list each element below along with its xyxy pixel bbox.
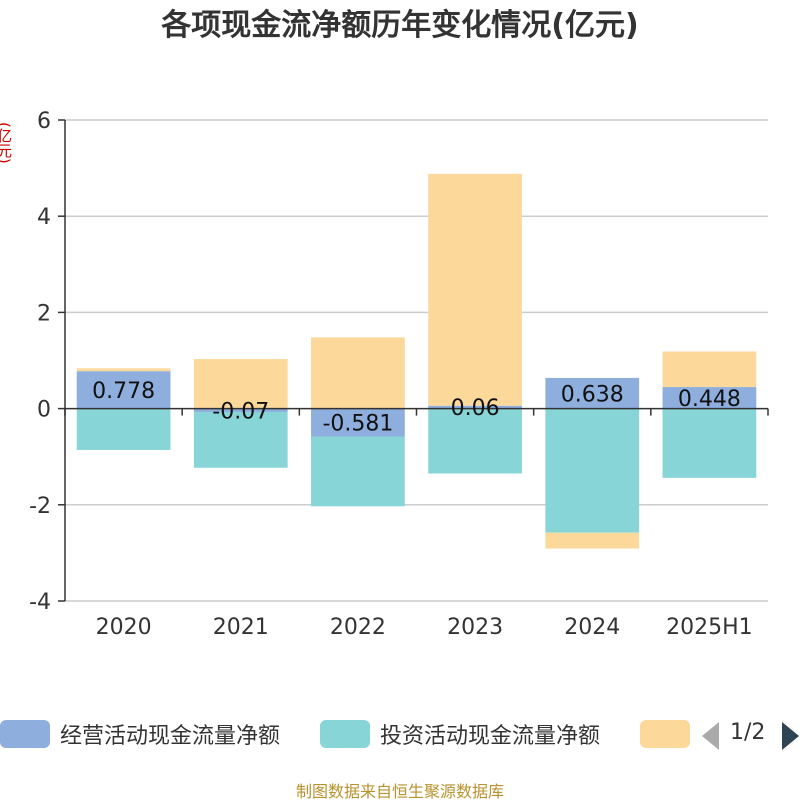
- bar-series1-2025H1: [662, 387, 757, 409]
- legend-item-investing[interactable]: 投资活动现金流量净额: [320, 716, 600, 752]
- x-tick-label: 2022: [330, 615, 386, 640]
- data-label: -0.07: [212, 399, 269, 424]
- bar-series3-2024: [545, 532, 640, 549]
- x-tick-label: 2025H1: [666, 615, 753, 640]
- legend-page-indicator: 1/2: [730, 720, 766, 745]
- legend-prev-page-icon[interactable]: [702, 722, 719, 750]
- legend-label-investing: 投资活动现金流量净额: [380, 724, 601, 749]
- legend: 经营活动现金流量净额 投资活动现金流量净额: [0, 716, 800, 752]
- bars: [76, 173, 757, 549]
- x-tick-label: 2023: [447, 615, 503, 640]
- legend-swatch-operating: [0, 720, 50, 748]
- bar-series1-2020: [76, 371, 171, 409]
- grid-lines: [65, 119, 768, 602]
- legend-item-operating[interactable]: 经营活动现金流量净额: [0, 716, 280, 752]
- legend-item-financing[interactable]: [640, 716, 700, 752]
- bar-series1-2022: [311, 408, 405, 437]
- bar-series1-2024: [545, 377, 640, 409]
- y-tick-label: -4: [29, 590, 51, 615]
- chart-title: 各项现金流净额历年变化情况(亿元): [161, 8, 639, 43]
- legend-swatch-investing: [320, 720, 370, 748]
- y-tick-label: 6: [37, 109, 51, 134]
- bar-series1-2021: [193, 408, 288, 412]
- data-labels: 0.778 -0.07 -0.581 0.06 0.638 0.448: [92, 379, 741, 437]
- data-label: 0.778: [92, 379, 155, 404]
- bar-chart: 6 4 2 0 -2 -4 2020 2021 2022 2023 2024 2025H1 0.778…: [29, 109, 769, 640]
- bar-series3-2022: [311, 337, 405, 409]
- data-source-note: 制图数据来自恒生聚源数据库: [295, 782, 504, 801]
- legend-swatch-financing: [640, 720, 690, 748]
- legend-label-operating: 经营活动现金流量净额: [60, 724, 281, 749]
- data-label: 0.638: [561, 382, 624, 407]
- y-axis-unit-label: (亿元): [0, 122, 13, 164]
- bar-series2-2024: [545, 408, 640, 533]
- bar-series3-2020: [76, 368, 171, 372]
- x-tick-label: 2024: [564, 615, 620, 640]
- data-label: 0.06: [451, 396, 500, 421]
- data-label: 0.448: [678, 387, 741, 412]
- axes: 6 4 2 0 -2 -4 2020 2021 2022 2023 2024 2025H1: [29, 109, 769, 640]
- bar-series3-2021: [193, 359, 288, 409]
- y-tick-label: 4: [37, 205, 51, 230]
- y-tick-label: 0: [37, 398, 51, 423]
- legend-next-page-icon[interactable]: [782, 722, 799, 750]
- bar-series1-2023: [428, 405, 522, 409]
- bar-series2-2023: [428, 408, 522, 474]
- x-tick-label: 2020: [96, 615, 152, 640]
- bar-series2-2022: [311, 436, 405, 507]
- bar-series3-2025H1: [662, 351, 757, 388]
- x-tick-label: 2021: [213, 615, 269, 640]
- bar-series2-2025H1: [662, 408, 757, 478]
- bar-series2-2021: [193, 411, 288, 468]
- y-tick-label: -2: [29, 494, 51, 519]
- bar-series2-2020: [76, 408, 171, 450]
- y-tick-label: 2: [37, 301, 51, 326]
- bar-series3-2023: [428, 173, 522, 406]
- data-label: -0.581: [322, 412, 393, 437]
